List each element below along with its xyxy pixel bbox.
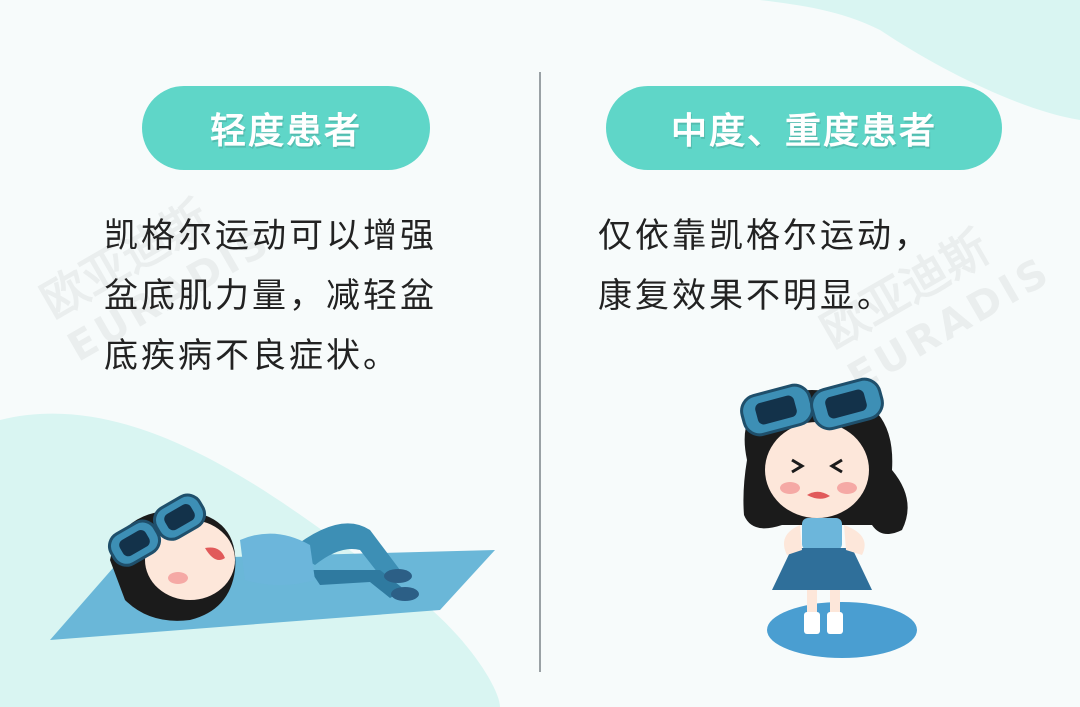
heading-moderate-severe-patients: 中度、重度患者 — [606, 86, 1002, 170]
girl-standing-wincing-illustration — [740, 377, 917, 658]
severe-description-line: 仅依靠凯格尔运动， — [598, 216, 931, 256]
center-divider — [539, 72, 541, 672]
severe-description: 仅依靠凯格尔运动， 康复效果不明显。 — [598, 206, 1018, 326]
heading-mild-patients: 轻度患者 — [142, 86, 430, 170]
mild-description-line: 凯格尔运动可以增强 — [104, 216, 437, 256]
girl-lying-on-mat-illustration — [50, 493, 495, 640]
mild-description-line: 盆底肌力量，减轻盆 — [104, 276, 437, 316]
mild-description: 凯格尔运动可以增强 盆底肌力量，减轻盆 底疾病不良症状。 — [104, 206, 524, 386]
mild-description-line: 底疾病不良症状。 — [104, 336, 400, 376]
severe-description-line: 康复效果不明显。 — [598, 276, 894, 316]
